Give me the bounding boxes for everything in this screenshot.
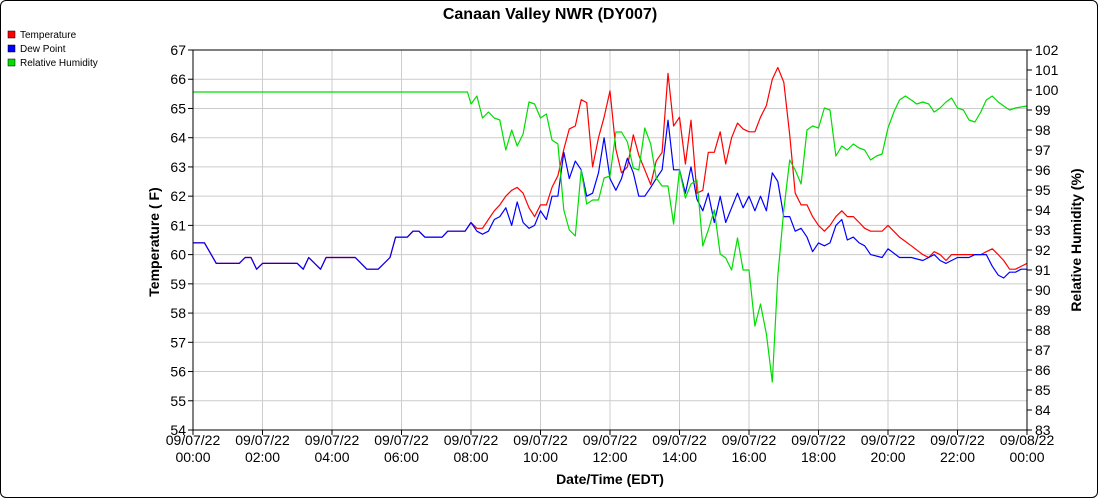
- left-tick-label: 58: [170, 305, 186, 321]
- right-tick-label: 102: [1035, 42, 1059, 58]
- x-tick-time: 00:00: [1009, 449, 1044, 465]
- legend-swatch: [7, 58, 16, 67]
- grid: [192, 49, 1028, 431]
- series-lines: [193, 66, 1028, 383]
- right-tick-label: 97: [1035, 142, 1051, 158]
- right-tick-label: 92: [1035, 242, 1051, 258]
- x-tick-date: 09/08/22: [1000, 432, 1055, 448]
- left-tick-label: 59: [170, 276, 186, 292]
- x-tick-time: 22:00: [940, 449, 975, 465]
- right-tick-label: 95: [1035, 182, 1051, 198]
- x-tick-date: 09/07/22: [305, 432, 360, 448]
- left-tick-label: 61: [170, 217, 186, 233]
- x-tick-time: 04:00: [314, 449, 349, 465]
- right-tick-label: 101: [1035, 62, 1059, 78]
- x-tick-time: 06:00: [384, 449, 419, 465]
- right-tick-label: 98: [1035, 122, 1051, 138]
- legend-label: Temperature: [20, 30, 77, 41]
- right-tick-label: 85: [1035, 382, 1051, 398]
- x-tick-date: 09/07/22: [513, 432, 568, 448]
- x-tick-time: 00:00: [175, 449, 210, 465]
- x-tick-time: 12:00: [592, 449, 627, 465]
- x-tick-time: 18:00: [801, 449, 836, 465]
- x-tick-date: 09/07/22: [374, 432, 429, 448]
- right-axis-title: Relative Humidity (%): [1068, 168, 1084, 311]
- left-tick-label: 63: [170, 159, 186, 175]
- right-tick-label: 87: [1035, 342, 1051, 358]
- right-tick-label: 99: [1035, 102, 1051, 118]
- left-tick-label: 60: [170, 247, 186, 263]
- x-tick-date: 09/07/22: [722, 432, 777, 448]
- right-tick-label: 94: [1035, 202, 1051, 218]
- x-tick-date: 09/07/22: [652, 432, 707, 448]
- legend-swatch: [7, 44, 16, 53]
- right-tick-label: 86: [1035, 362, 1051, 378]
- legend-label: Dew Point: [20, 44, 66, 55]
- right-tick-label: 91: [1035, 262, 1051, 278]
- x-tick-date: 09/07/22: [235, 432, 290, 448]
- legend-swatch: [7, 30, 16, 39]
- left-tick-label: 54: [170, 422, 186, 438]
- right-tick-label: 100: [1035, 82, 1059, 98]
- x-tick-time: 10:00: [523, 449, 558, 465]
- left-axis: 54 55 56 57 58 59 60 61 62 63 64 65 66 67: [170, 42, 193, 438]
- x-tick-date: 09/07/22: [791, 432, 846, 448]
- right-tick-label: 84: [1035, 402, 1051, 418]
- left-tick-label: 67: [170, 42, 186, 58]
- x-tick-date: 09/07/22: [930, 432, 985, 448]
- left-tick-label: 64: [170, 130, 186, 146]
- legend-label: Relative Humidity: [20, 58, 98, 69]
- right-tick-label: 96: [1035, 162, 1051, 178]
- right-tick-label: 88: [1035, 322, 1051, 338]
- left-axis-title: Temperature ( F): [146, 187, 162, 296]
- left-tick-label: 66: [170, 71, 186, 87]
- x-axis-title: Date/Time (EDT): [556, 471, 664, 487]
- x-tick-time: 08:00: [453, 449, 488, 465]
- x-tick-time: 14:00: [662, 449, 697, 465]
- right-tick-label: 90: [1035, 282, 1051, 298]
- x-tick-date: 09/07/22: [583, 432, 638, 448]
- x-tick-date: 09/07/22: [861, 432, 916, 448]
- series-line-relative-humidity: [193, 91, 1028, 383]
- x-tick-date: 09/07/22: [444, 432, 499, 448]
- legend: Temperature Dew Point Relative Humidity: [7, 30, 98, 69]
- x-tick-date: 09/07/22: [166, 432, 221, 448]
- right-tick-label: 83: [1035, 422, 1051, 438]
- left-tick-label: 55: [170, 393, 186, 409]
- x-tick-time: 20:00: [870, 449, 905, 465]
- left-tick-label: 57: [170, 334, 186, 350]
- chart-title: Canaan Valley NWR (DY007): [443, 6, 657, 23]
- series-line-dew-point: [193, 119, 1027, 279]
- right-axis: 83 84 85 86 87 88 89 90 91 92 93 94 95 96 97 98 99 100 101…: [1027, 42, 1059, 438]
- right-tick-label: 93: [1035, 222, 1051, 238]
- left-tick-label: 65: [170, 100, 186, 116]
- left-tick-label: 62: [170, 188, 186, 204]
- x-tick-time: 02:00: [245, 449, 280, 465]
- x-tick-time: 16:00: [731, 449, 766, 465]
- left-tick-label: 56: [170, 364, 186, 380]
- right-tick-label: 89: [1035, 302, 1051, 318]
- x-axis: 09/07/2200:0009/07/2202:0009/07/2204:000…: [166, 430, 1055, 465]
